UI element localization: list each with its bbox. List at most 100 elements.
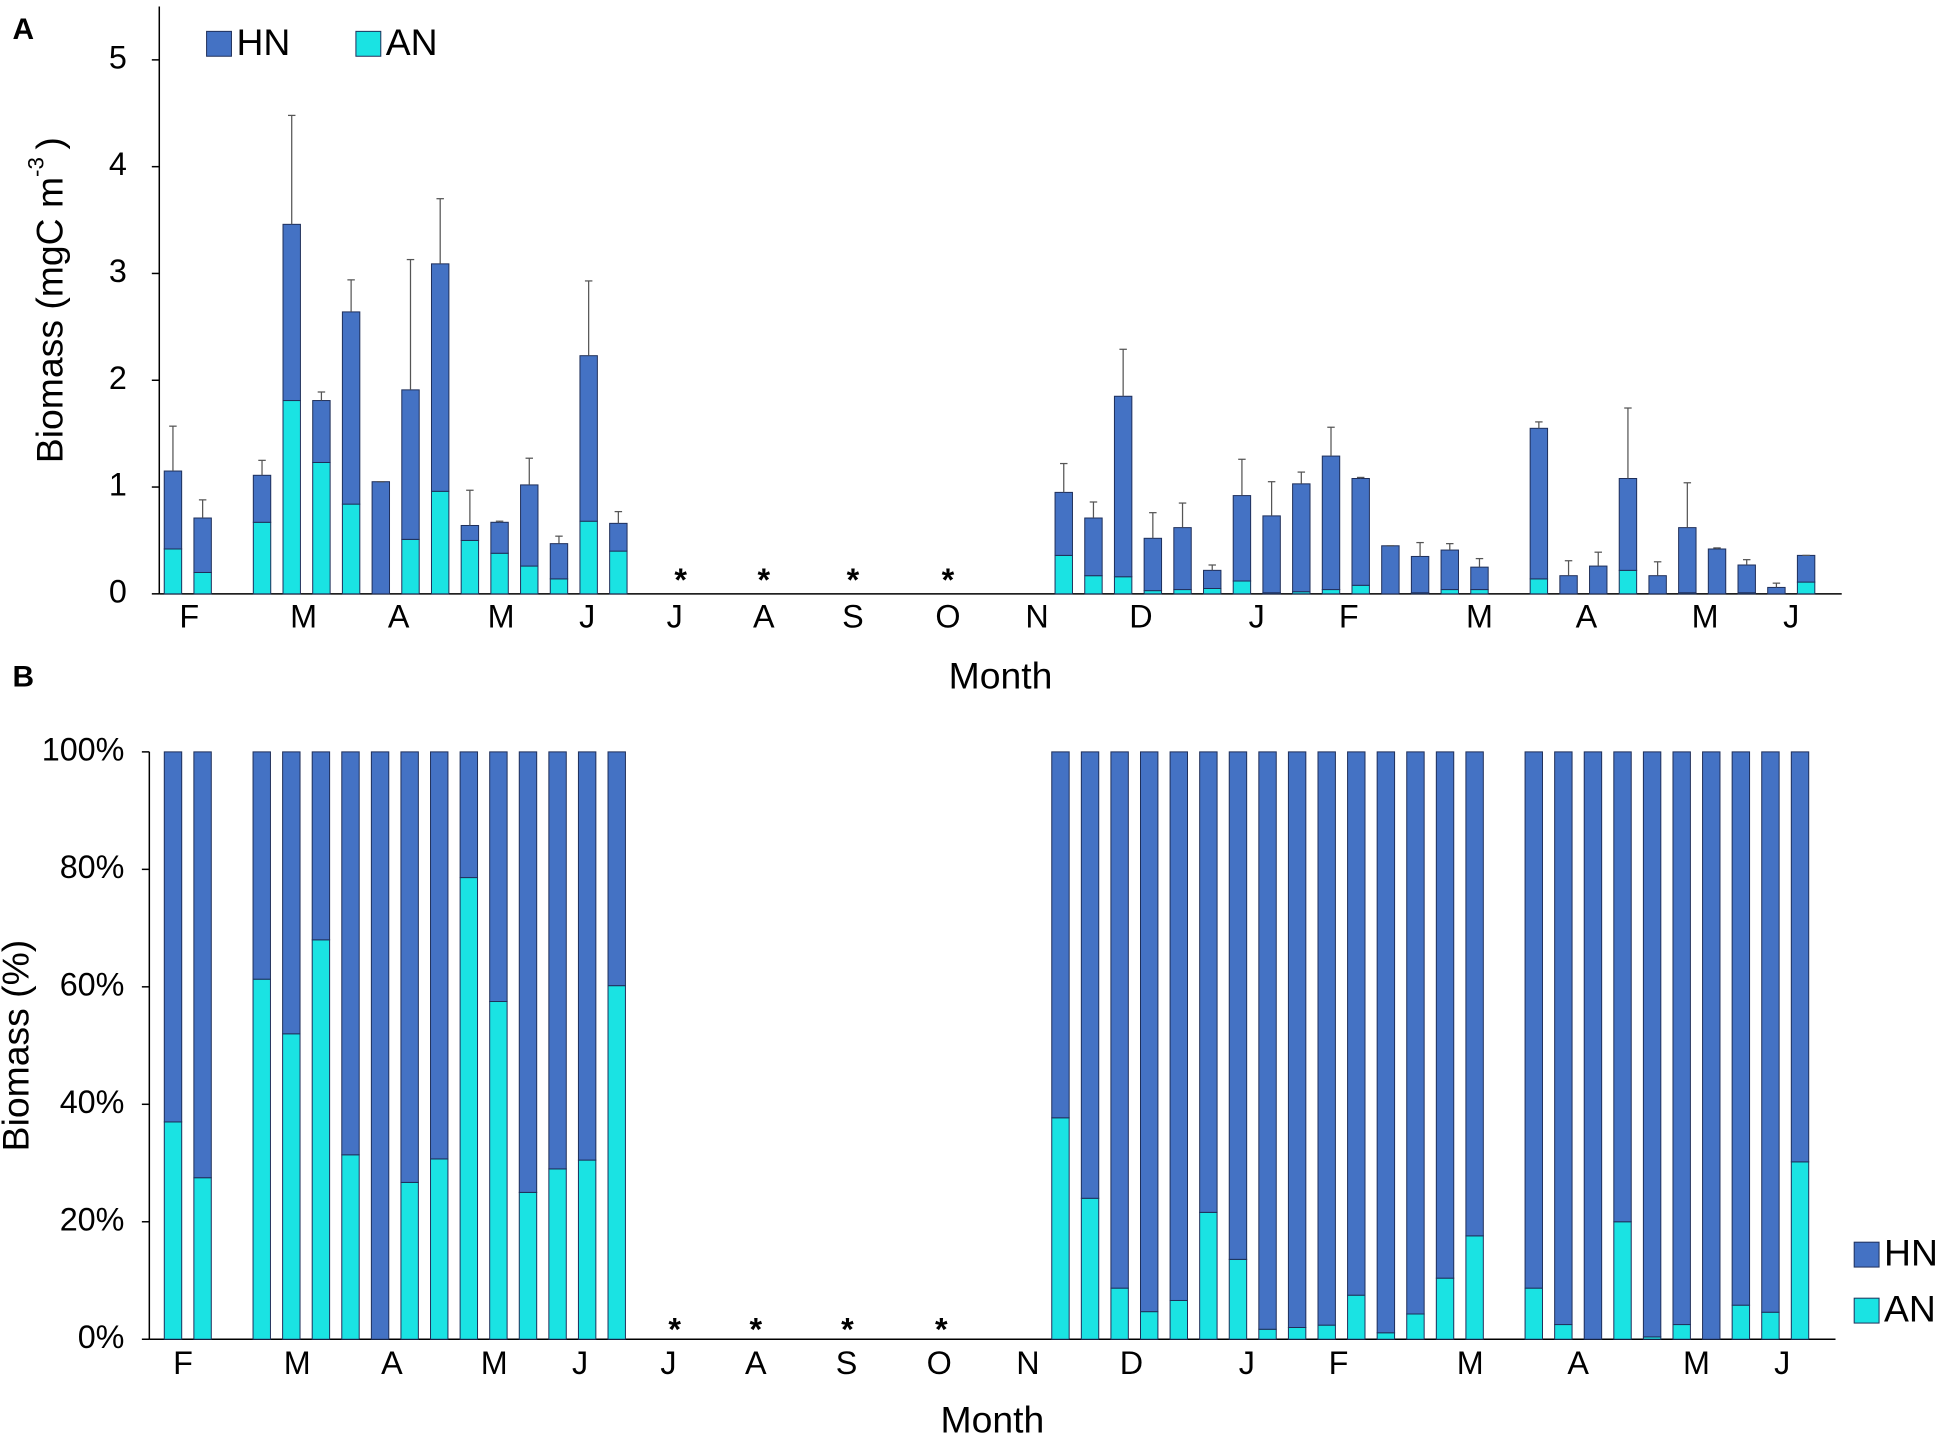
error-bar <box>1089 501 1098 519</box>
bar-segment <box>577 1159 597 1340</box>
bar-segment <box>460 539 480 595</box>
legend-swatch <box>355 30 382 57</box>
bar-segment <box>518 1191 538 1340</box>
bar-segment <box>1707 548 1727 595</box>
error-bar <box>1327 426 1335 457</box>
annotation: * <box>847 562 860 598</box>
bar-segment <box>1051 751 1070 1119</box>
bar-segment <box>1642 751 1662 1338</box>
error-bar <box>1416 541 1424 557</box>
bar-segment <box>1376 751 1396 1334</box>
bar-segment <box>1351 584 1370 595</box>
bar-segment <box>1199 751 1218 1213</box>
bar-segment <box>607 985 626 1340</box>
error-bar <box>1475 557 1484 568</box>
y-axis-title-end: ) <box>28 137 70 149</box>
bar-segment <box>1203 587 1222 595</box>
bar-segment <box>1321 455 1341 591</box>
x-tick-label: J <box>572 1345 588 1381</box>
bar-segment <box>1232 580 1252 595</box>
x-axis-title: Month <box>941 1398 1045 1440</box>
legend-label: HN <box>1884 1232 1938 1274</box>
y-tick-label: 3 <box>109 253 127 289</box>
bar-segment <box>1228 1258 1248 1340</box>
bar-segment <box>1589 565 1608 595</box>
bar-segment <box>341 751 360 1156</box>
bar-segment <box>1470 566 1489 591</box>
bar-segment <box>1317 751 1336 1326</box>
error-bar <box>466 489 474 526</box>
x-tick-label: A <box>388 598 410 634</box>
error-bar <box>198 499 207 519</box>
x-tick-label: M <box>1457 1345 1484 1381</box>
bar-segment <box>1731 751 1751 1306</box>
bar-segment <box>1529 578 1549 595</box>
bar-segment <box>490 521 509 554</box>
bar-segment <box>1618 478 1638 571</box>
bar-segment <box>341 311 361 505</box>
x-tick-label: M <box>1466 598 1493 634</box>
error-bar <box>525 457 534 485</box>
x-tick-label: D <box>1129 598 1152 634</box>
x-tick-label: M <box>1692 598 1719 634</box>
legend-label: AN <box>1884 1288 1936 1330</box>
error-bar <box>436 198 444 264</box>
x-tick-label: A <box>753 598 775 634</box>
y-tick-label: 0 <box>109 573 127 609</box>
bar-segment <box>1381 545 1400 595</box>
bar-segment <box>1618 569 1638 595</box>
error-bar <box>1446 543 1454 551</box>
error-bar <box>1742 559 1751 566</box>
bar-segment <box>1287 751 1307 1328</box>
error-bar <box>1624 407 1632 479</box>
bar-segment <box>1554 751 1573 1326</box>
bar-segment <box>1321 589 1341 595</box>
error-bar <box>287 114 296 225</box>
x-tick-label: J <box>1239 1345 1255 1381</box>
bar-segment <box>1440 589 1459 595</box>
error-bar <box>584 280 593 356</box>
bar-segment <box>163 470 183 550</box>
error-bar <box>1772 582 1781 588</box>
bar-segment <box>430 1158 449 1340</box>
bar-segment <box>1173 589 1192 595</box>
bar-segment <box>1465 751 1484 1237</box>
y-axis-title-text: Biomass (%) <box>0 940 37 1152</box>
legend-label: HN <box>236 21 290 63</box>
legend-swatch <box>206 30 232 57</box>
x-tick-label: S <box>836 1345 858 1381</box>
bar-segment <box>371 481 391 595</box>
bar-segment <box>1672 1324 1691 1340</box>
bar-segment <box>1790 1161 1810 1340</box>
bar-segment <box>282 400 301 595</box>
error-bar <box>495 520 504 523</box>
error-bar <box>1356 476 1365 479</box>
x-tick-label: F <box>173 1345 193 1381</box>
bar-segment <box>282 223 301 402</box>
bar-segment <box>193 517 212 573</box>
bar-segment <box>1376 1332 1396 1340</box>
error-bar <box>1119 348 1127 397</box>
error-bar <box>614 510 623 524</box>
x-tick-label: F <box>179 598 199 634</box>
bar-segment <box>1410 555 1430 594</box>
x-tick-label: N <box>1025 598 1048 634</box>
bar-segment <box>520 565 539 595</box>
error-bar <box>1149 512 1157 539</box>
bar-segment <box>1470 589 1489 595</box>
x-tick-label: F <box>1339 598 1359 634</box>
bar-segment <box>312 400 331 463</box>
bar-segment <box>1232 495 1252 582</box>
bar-segment <box>400 751 419 1183</box>
bar-segment <box>252 474 272 523</box>
bar-segment <box>1435 1277 1455 1340</box>
error-bar <box>1208 564 1216 571</box>
y-tick-label: 2 <box>109 360 127 396</box>
bar-segment <box>1554 1324 1573 1340</box>
bar-segment <box>490 552 509 595</box>
bar-segment <box>193 1177 212 1340</box>
x-tick-label: A <box>1576 598 1598 634</box>
bar-segment <box>1113 576 1133 595</box>
bar-segment <box>549 543 569 580</box>
bar-segment <box>548 1168 567 1340</box>
